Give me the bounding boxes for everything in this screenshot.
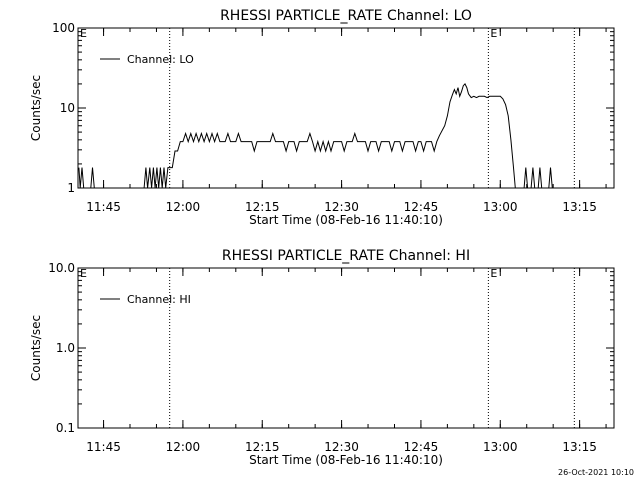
legend-entry: Channel: HI [127,293,191,306]
x-tick-label: 12:15 [245,440,280,454]
y-tick-label: 10 [60,101,75,115]
x-tick-label: 13:15 [562,440,597,454]
x-tick-label: 13:00 [483,440,518,454]
series-line-lo [523,167,553,189]
y-axis-label: Counts/sec [29,315,43,381]
eclipse-marker-label: E [80,267,87,280]
series-line-lo [78,167,95,189]
x-tick-label: 11:45 [86,440,121,454]
chart-panel-2: RHESSI PARTICLE_RATE Channel: HI 0.1 1.0 10… [29,248,615,467]
y-tick-label: 0.1 [56,421,75,435]
y-tick-label: 1.0 [56,341,75,355]
x-tick-label: 12:00 [166,440,201,454]
chart-panel-1: RHESSI PARTICLE_RATE Channel: LO 1 10 100 11… [29,8,615,227]
y-axis-label: Counts/sec [29,75,43,141]
x-axis-label: Start Time (08-Feb-16 11:40:10) [249,213,443,227]
eclipse-marker-label: E [80,27,87,40]
x-tick-label: 11:45 [86,200,121,214]
x-tick-label: 12:30 [324,440,359,454]
legend-entry: Channel: LO [127,53,194,66]
footer-timestamp: 26-Oct-2021 10:10 [558,468,634,477]
y-tick-label: 1 [67,181,75,195]
plot-frame [77,27,615,189]
chart-title: RHESSI PARTICLE_RATE Channel: LO [220,8,472,24]
y-tick-label: 100 [52,21,75,35]
x-tick-label: 13:00 [483,200,518,214]
x-tick-label: 13:15 [562,200,597,214]
x-tick-label: 12:45 [404,440,439,454]
x-tick-label: 12:30 [324,200,359,214]
eclipse-marker-label: E [490,27,497,40]
plot-frame [77,267,615,429]
x-tick-label: 12:45 [404,200,439,214]
x-tick-label: 12:15 [245,200,280,214]
x-axis-label: Start Time (08-Feb-16 11:40:10) [249,453,443,467]
x-tick-label: 12:00 [166,200,201,214]
y-tick-label: 10.0 [48,261,75,275]
series-line-lo [143,83,516,189]
eclipse-marker-label: E [490,267,497,280]
chart-title: RHESSI PARTICLE_RATE Channel: HI [222,248,470,264]
